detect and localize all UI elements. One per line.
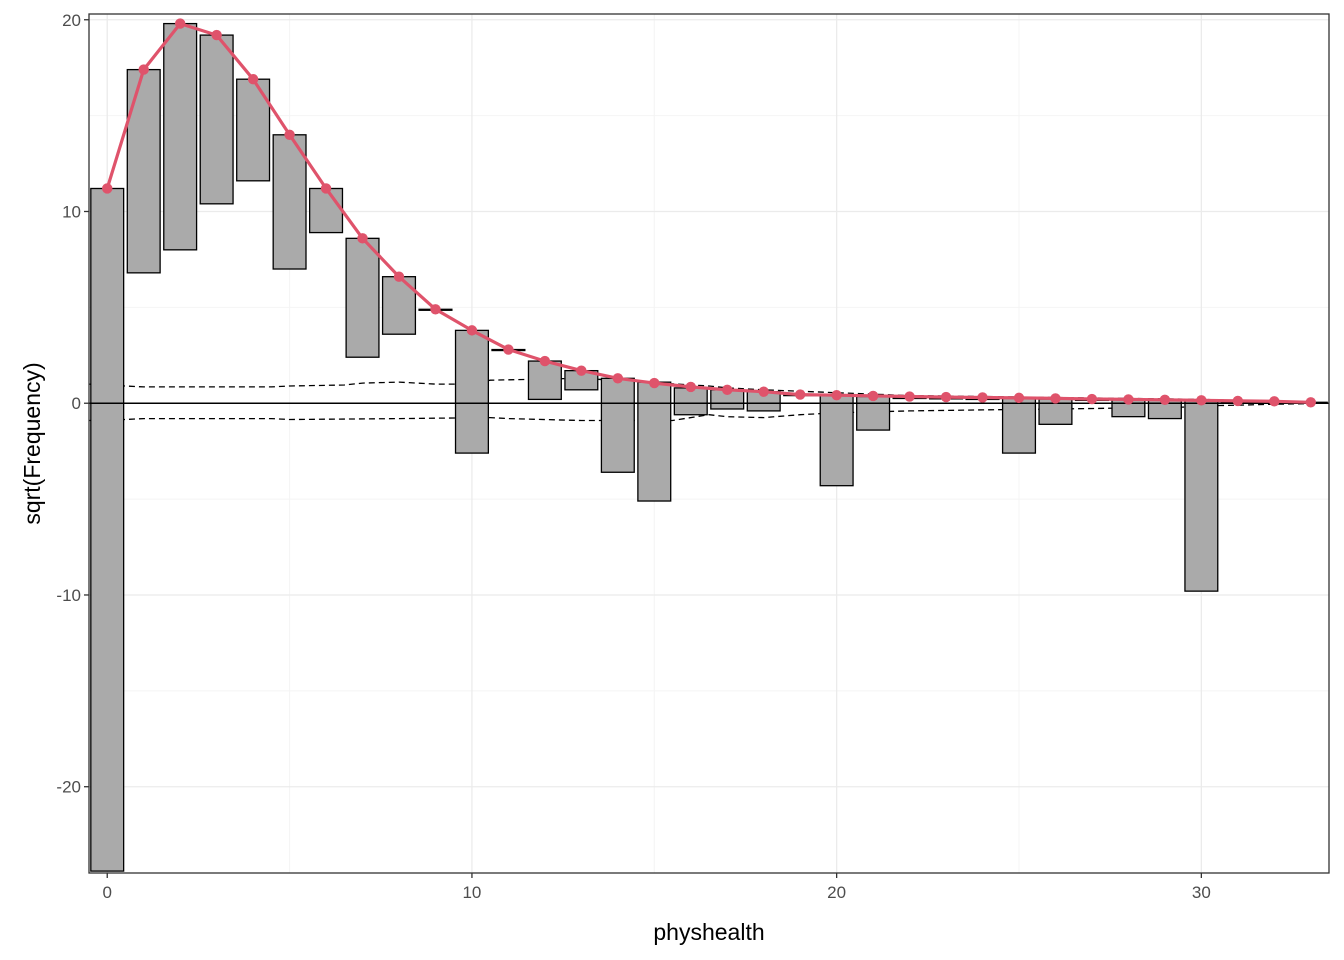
hanging-bar <box>527 360 562 401</box>
expected-point <box>576 365 587 376</box>
expected-point <box>102 183 113 194</box>
y-tick-label: 10 <box>62 202 81 221</box>
y-tick-label: -20 <box>56 778 81 797</box>
y-axis-title: sqrt(Frequency) <box>19 362 45 524</box>
hanging-bar <box>1184 399 1219 592</box>
expected-point <box>904 391 915 402</box>
expected-point <box>1269 396 1280 407</box>
x-tick-label: 30 <box>1192 883 1211 902</box>
expected-point <box>867 390 879 402</box>
expected-point <box>977 392 988 403</box>
x-axis-title: physhealth <box>653 919 764 945</box>
expected-point <box>685 381 696 393</box>
expected-point <box>1196 395 1207 406</box>
expected-point <box>466 325 478 336</box>
expected-point <box>1050 393 1061 404</box>
expected-point <box>393 271 405 282</box>
expected-point <box>430 304 441 315</box>
expected-point <box>794 389 806 400</box>
expected-line <box>105 22 1311 404</box>
hanging-bar <box>856 395 891 431</box>
hanging-bar <box>637 381 672 502</box>
expected-point <box>174 18 186 29</box>
x-tick-label: 0 <box>103 883 112 902</box>
expected-point <box>612 373 624 384</box>
hanging-bar <box>308 187 344 234</box>
panel-border <box>88 13 1330 874</box>
expected-point <box>831 389 842 401</box>
x-axis-ticks: 0 10 20 30 <box>103 873 1211 902</box>
hanging-bar <box>600 377 635 473</box>
hanging-bar <box>126 68 161 274</box>
hanging-bar <box>90 187 125 872</box>
expected-point <box>284 129 295 140</box>
expected-point <box>211 29 222 41</box>
x-tick-label: 20 <box>827 883 846 902</box>
hanging-bar <box>272 134 307 270</box>
expected-point <box>1086 393 1098 405</box>
expected-point <box>503 344 514 355</box>
expected-point <box>722 384 733 396</box>
expected-point <box>1159 394 1171 405</box>
y-tick-label: 20 <box>62 11 81 30</box>
expected-point <box>1232 395 1244 407</box>
x-tick-label: 10 <box>462 883 481 902</box>
y-axis-ticks: -20 -10 0 10 20 <box>56 11 89 797</box>
hanging-bar <box>163 22 198 251</box>
hanging-bar <box>673 387 708 416</box>
bars <box>90 22 1328 872</box>
expected-point <box>539 355 551 367</box>
hanging-bar <box>345 237 380 358</box>
expected-point <box>1013 392 1025 404</box>
expected-point <box>940 391 952 403</box>
expected-point <box>758 386 769 397</box>
expected-point <box>138 64 149 75</box>
expected-point <box>320 183 332 194</box>
y-tick-label: -10 <box>56 586 81 605</box>
y-tick-label: 0 <box>72 394 81 413</box>
hanging-bar <box>199 34 234 205</box>
expected-curve <box>102 18 1316 408</box>
expected-point <box>1123 394 1134 405</box>
expected-point <box>247 73 259 85</box>
hanging-bar <box>454 329 490 454</box>
hanging-bar <box>1001 397 1037 454</box>
expected-point <box>357 233 368 244</box>
expected-point <box>649 377 660 389</box>
hanging-bar <box>819 394 854 487</box>
expected-point <box>1305 397 1316 408</box>
